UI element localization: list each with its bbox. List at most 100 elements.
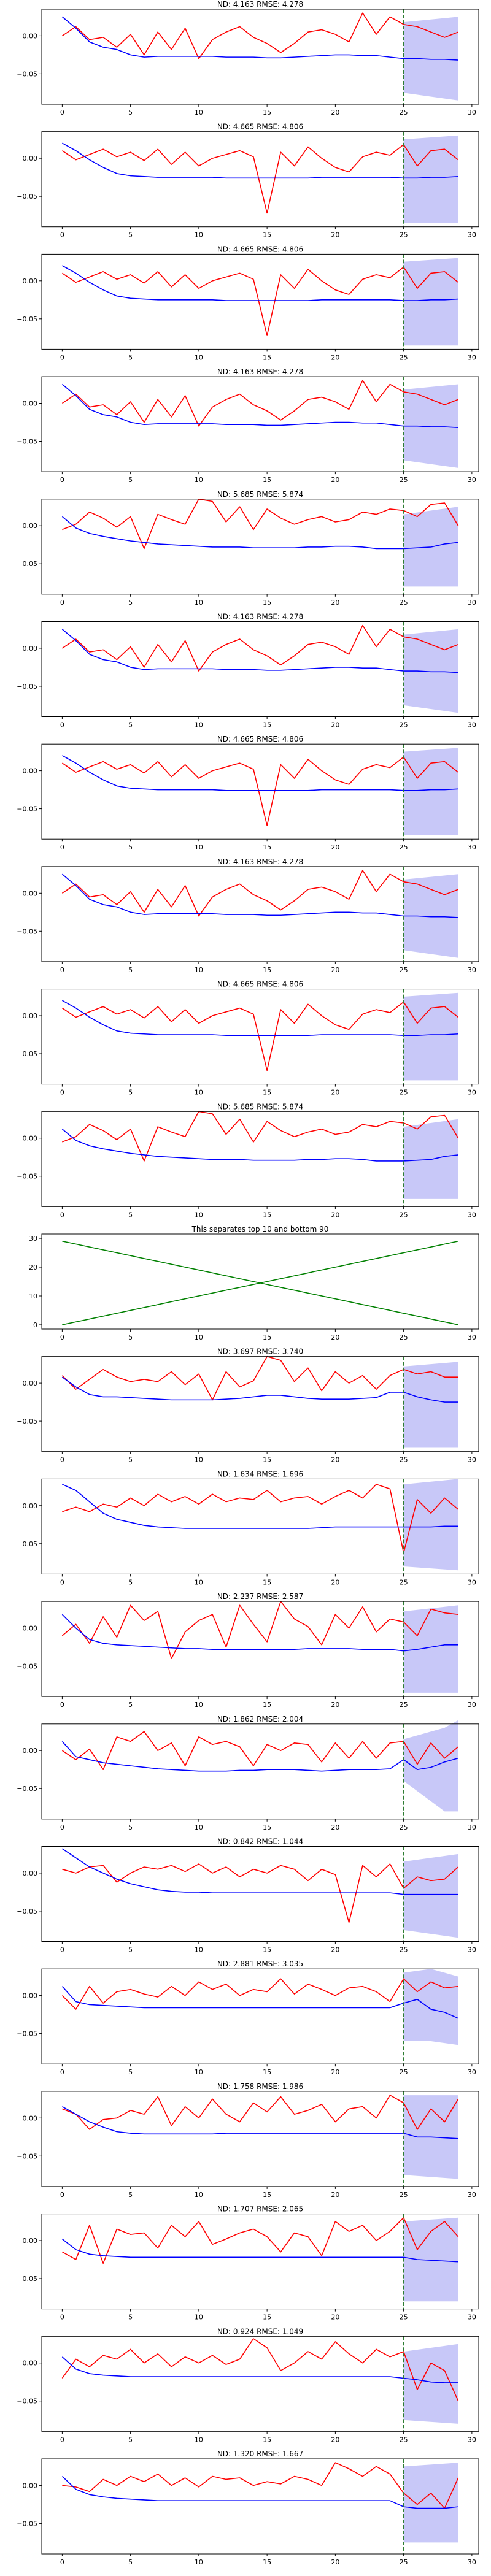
x-tick-label: 5 bbox=[128, 1089, 133, 1097]
y-tick-label: −0.05 bbox=[17, 1540, 37, 1548]
x-tick-label: 15 bbox=[263, 2558, 271, 2566]
x-tick-label: 25 bbox=[400, 109, 408, 117]
uncertainty-band bbox=[403, 1362, 458, 1448]
x-tick-label: 15 bbox=[263, 843, 271, 851]
axes-frame bbox=[41, 131, 479, 228]
actual-series-line bbox=[61, 1001, 459, 1071]
x-tick-label: 30 bbox=[468, 721, 476, 729]
chart-title: ND: 5.685 RMSE: 5.874 bbox=[217, 490, 303, 499]
y-tick-label: 0.00 bbox=[23, 1012, 38, 1020]
y-tick-label: 0.00 bbox=[23, 1992, 38, 2000]
axes-frame bbox=[41, 1723, 479, 1820]
x-tick-label: 0 bbox=[60, 353, 64, 361]
x-tick-label: 25 bbox=[400, 2191, 408, 2199]
y-tick-label: 0.00 bbox=[23, 2114, 38, 2122]
x-tick-label: 25 bbox=[400, 1211, 408, 1219]
y-tick-label: 0.00 bbox=[23, 1135, 38, 1143]
uncertainty-band bbox=[403, 135, 458, 223]
chart-title: ND: 0.842 RMSE: 1.044 bbox=[217, 1838, 303, 1846]
x-tick-label: 5 bbox=[128, 1578, 133, 1586]
axes-frame bbox=[41, 376, 479, 472]
axes-frame bbox=[41, 9, 479, 105]
x-tick-label: 5 bbox=[128, 2191, 133, 2199]
x-tick-label: 0 bbox=[60, 1333, 64, 1341]
y-tick-label: 10 bbox=[29, 1292, 37, 1300]
axes-frame bbox=[41, 621, 479, 717]
axes-frame bbox=[41, 2214, 479, 2310]
x-tick-label: 20 bbox=[331, 109, 339, 117]
y-tick-label: −0.05 bbox=[17, 2520, 37, 2528]
x-tick-label: 10 bbox=[195, 1211, 203, 1219]
x-tick-label: 5 bbox=[128, 721, 133, 729]
x-tick-label: 0 bbox=[60, 1578, 64, 1586]
x-tick-label: 20 bbox=[331, 1456, 339, 1464]
y-tick-label: 0.00 bbox=[23, 1379, 38, 1387]
x-tick-label: 5 bbox=[128, 2313, 133, 2321]
x-tick-label: 0 bbox=[60, 1211, 64, 1219]
x-tick-label: 0 bbox=[60, 1089, 64, 1097]
predicted-series-line bbox=[61, 629, 458, 673]
x-tick-label: 10 bbox=[195, 1333, 203, 1341]
axes-frame bbox=[41, 1233, 479, 1330]
x-tick-label: 15 bbox=[263, 2068, 271, 2076]
axes-frame bbox=[41, 1478, 479, 1574]
x-tick-label: 5 bbox=[128, 1333, 133, 1341]
x-tick-label: 30 bbox=[468, 1211, 476, 1219]
chart-panel: ND: 4.163 RMSE: 4.278 0 5 10 15 20 25 30 0.00 −0.… bbox=[17, 857, 479, 974]
predicted-series-line bbox=[61, 142, 458, 179]
actual-series-line bbox=[62, 1111, 459, 1162]
x-tick-label: 10 bbox=[195, 2313, 203, 2321]
x-tick-label: 25 bbox=[400, 1456, 408, 1464]
y-tick-label: −0.05 bbox=[17, 2275, 37, 2283]
x-tick-label: 0 bbox=[60, 231, 64, 239]
y-tick-label: −0.05 bbox=[17, 1663, 37, 1671]
x-tick-label: 5 bbox=[128, 2068, 133, 2076]
chart-panel: ND: 4.163 RMSE: 4.278 0 5 10 15 20 25 30 0.00 −0.… bbox=[17, 0, 479, 117]
x-tick-label: 30 bbox=[468, 1456, 476, 1464]
uncertainty-band bbox=[403, 1605, 458, 1693]
x-tick-label: 0 bbox=[60, 1456, 64, 1464]
x-tick-label: 10 bbox=[195, 1823, 203, 1831]
chart-panel: ND: 0.842 RMSE: 1.044 0 5 10 15 20 25 30 0.00 −0.… bbox=[17, 1838, 479, 1954]
x-tick-label: 10 bbox=[195, 1946, 203, 1954]
x-tick-label: 15 bbox=[263, 2191, 271, 2199]
x-tick-label: 10 bbox=[195, 721, 203, 729]
x-tick-label: 30 bbox=[468, 2313, 476, 2321]
x-tick-label: 20 bbox=[331, 231, 339, 239]
predicted-series-line bbox=[61, 265, 458, 301]
axes-frame bbox=[41, 1601, 479, 1697]
y-tick-label: 0.00 bbox=[23, 645, 38, 653]
uncertainty-band bbox=[403, 1969, 458, 2045]
y-tick-label: 0.00 bbox=[23, 1869, 38, 1877]
x-tick-label: 10 bbox=[195, 2068, 203, 2076]
chart-panel: ND: 4.665 RMSE: 4.806 0 5 10 15 20 25 30 0.00 −0.… bbox=[17, 735, 479, 851]
x-tick-label: 30 bbox=[468, 2558, 476, 2566]
y-tick-label: −0.05 bbox=[17, 438, 37, 446]
y-tick-label: 0.00 bbox=[23, 522, 38, 530]
actual-series-line bbox=[61, 1731, 459, 1770]
chart-title: ND: 1.634 RMSE: 1.696 bbox=[217, 1470, 303, 1478]
x-tick-label: 25 bbox=[400, 231, 408, 239]
x-tick-label: 10 bbox=[195, 843, 203, 851]
y-tick-label: −0.05 bbox=[17, 560, 37, 568]
x-tick-label: 0 bbox=[60, 476, 64, 484]
x-tick-label: 15 bbox=[263, 1089, 271, 1097]
y-tick-label: −0.05 bbox=[17, 2398, 37, 2405]
y-tick-label: −0.05 bbox=[17, 683, 37, 691]
y-tick-label: 0.00 bbox=[23, 2359, 38, 2367]
x-tick-label: 5 bbox=[128, 1823, 133, 1831]
axes-frame bbox=[41, 1846, 479, 1942]
y-tick-label: −0.05 bbox=[17, 70, 37, 78]
x-tick-label: 15 bbox=[263, 1333, 271, 1341]
chart-title: ND: 4.665 RMSE: 4.806 bbox=[217, 245, 303, 253]
x-tick-label: 25 bbox=[400, 843, 408, 851]
x-tick-label: 20 bbox=[331, 1578, 339, 1586]
actual-series-line bbox=[61, 756, 459, 826]
x-tick-label: 15 bbox=[263, 1578, 271, 1586]
x-tick-label: 25 bbox=[400, 1823, 408, 1831]
chart-title: ND: 5.685 RMSE: 5.874 bbox=[217, 1102, 303, 1111]
x-tick-label: 0 bbox=[60, 599, 64, 607]
y-tick-label: 0.00 bbox=[23, 400, 38, 408]
actual-series-line bbox=[61, 144, 459, 214]
x-tick-label: 5 bbox=[128, 109, 133, 117]
